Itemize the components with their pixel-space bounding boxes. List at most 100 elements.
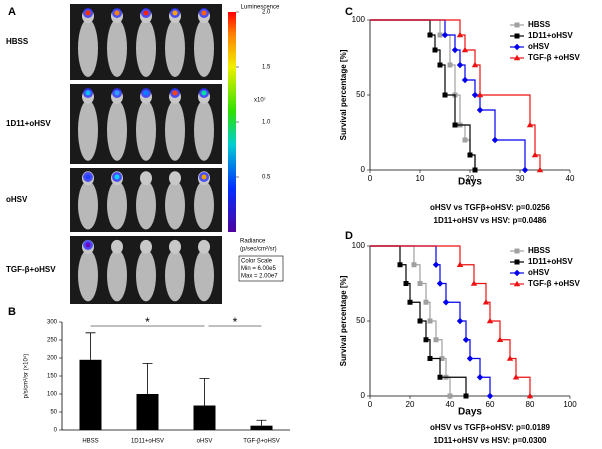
significance-star: * xyxy=(233,315,238,329)
marker xyxy=(476,91,484,98)
marker xyxy=(456,261,464,268)
mouse xyxy=(107,19,127,77)
marker xyxy=(476,106,484,114)
colorbar-exponent: x10⁷ xyxy=(254,97,266,104)
annotation: oHSV vs TGFβ+oHSV: p=0.0256 xyxy=(430,203,551,212)
marker xyxy=(536,166,544,173)
y-tick-label: 0 xyxy=(361,165,366,174)
colorbar-title: Luminescence xyxy=(241,5,280,11)
marker xyxy=(411,262,417,268)
marker xyxy=(432,47,438,53)
luminescence xyxy=(143,10,149,16)
marker xyxy=(472,167,478,173)
y-tick-label: 100 xyxy=(352,15,366,24)
legend-label: TGF-β +oHSV xyxy=(528,53,580,62)
marker xyxy=(423,299,429,305)
marker xyxy=(432,261,440,268)
marker xyxy=(456,317,464,325)
marker xyxy=(471,61,479,68)
y-tick-label: 0 xyxy=(361,391,366,400)
y-tick-label: 300 xyxy=(47,320,58,326)
marker xyxy=(476,374,484,381)
panel-label: A xyxy=(8,6,16,18)
scale-box-text: Min = 6.00e5 xyxy=(241,266,277,272)
marker xyxy=(514,259,520,265)
marker xyxy=(447,393,453,399)
x-tick-label: 80 xyxy=(526,400,535,409)
mouse xyxy=(165,19,185,77)
marker xyxy=(417,281,423,286)
mouse xyxy=(136,180,156,230)
mouse xyxy=(165,249,185,302)
error-bar xyxy=(199,378,210,406)
legend-label: HBSS xyxy=(528,246,551,255)
annotation: 1D11+oHSV vs HSV: p=0.0486 xyxy=(434,216,548,225)
row-label: oHSV xyxy=(6,195,28,204)
marker xyxy=(433,337,439,343)
marker xyxy=(452,122,458,128)
marker xyxy=(427,318,433,324)
mouse xyxy=(78,19,98,77)
marker xyxy=(470,280,478,286)
annotation: oHSV vs TGFβ+oHSV: p=0.0189 xyxy=(430,423,551,432)
mouse xyxy=(78,180,98,230)
marker xyxy=(427,32,433,38)
survival-curve xyxy=(370,245,451,396)
bar xyxy=(250,425,273,430)
marker xyxy=(486,392,494,400)
marker xyxy=(531,151,539,158)
x-tick-label: TGF-β+oHSV xyxy=(243,439,280,445)
luminescence xyxy=(85,90,91,96)
y-tick-label: 50 xyxy=(356,316,365,325)
mouse-head xyxy=(140,239,152,254)
mouse xyxy=(78,249,98,302)
marker xyxy=(417,318,423,324)
x-tick-label: 0 xyxy=(368,174,373,183)
legend-label: oHSV xyxy=(528,42,550,51)
mouse xyxy=(78,99,98,161)
mouse xyxy=(194,19,214,77)
mouse xyxy=(136,19,156,77)
row-label: TGF-β+oHSV xyxy=(6,265,56,274)
luminescence xyxy=(85,10,91,16)
row-label: 1D11+oHSV xyxy=(6,119,51,128)
luminescence xyxy=(114,174,120,180)
mouse-head xyxy=(198,239,210,254)
marker xyxy=(451,46,459,54)
marker xyxy=(441,31,449,39)
colorbar-tick-label: 1.0 xyxy=(262,120,271,126)
marker xyxy=(513,280,521,287)
colorbar-tick-label: 0.5 xyxy=(262,175,271,181)
luminescence xyxy=(201,174,207,180)
annotation: 1D11+oHSV vs HSV: p=0.0300 xyxy=(434,436,548,445)
mouse-head xyxy=(111,239,123,254)
y-tick-label: 200 xyxy=(47,356,58,362)
y-axis-label: Survival percentage [%] xyxy=(339,275,348,366)
y-tick-label: 100 xyxy=(352,241,366,250)
mouse xyxy=(165,99,185,161)
error-bar xyxy=(256,419,267,426)
y-tick-label: 50 xyxy=(356,90,365,99)
x-tick-label: 20 xyxy=(406,400,415,409)
marker xyxy=(513,54,521,61)
x-tick-label: 100 xyxy=(563,400,577,409)
x-tick-label: 30 xyxy=(516,174,525,183)
marker xyxy=(506,355,514,361)
marker xyxy=(467,152,473,158)
luminescence xyxy=(201,90,207,96)
marker xyxy=(456,31,464,38)
luminescence xyxy=(114,10,120,16)
y-tick-label: 50 xyxy=(50,410,57,416)
mouse xyxy=(136,249,156,302)
legend-label: HBSS xyxy=(528,20,551,29)
marker xyxy=(526,121,534,128)
y-tick-label: 0 xyxy=(54,428,58,434)
marker xyxy=(442,92,448,98)
mouse-head xyxy=(169,239,181,254)
marker xyxy=(437,32,443,38)
marker xyxy=(512,374,520,380)
error-bar xyxy=(142,363,153,394)
marker xyxy=(471,91,479,99)
x-axis-label: Days xyxy=(458,177,482,188)
